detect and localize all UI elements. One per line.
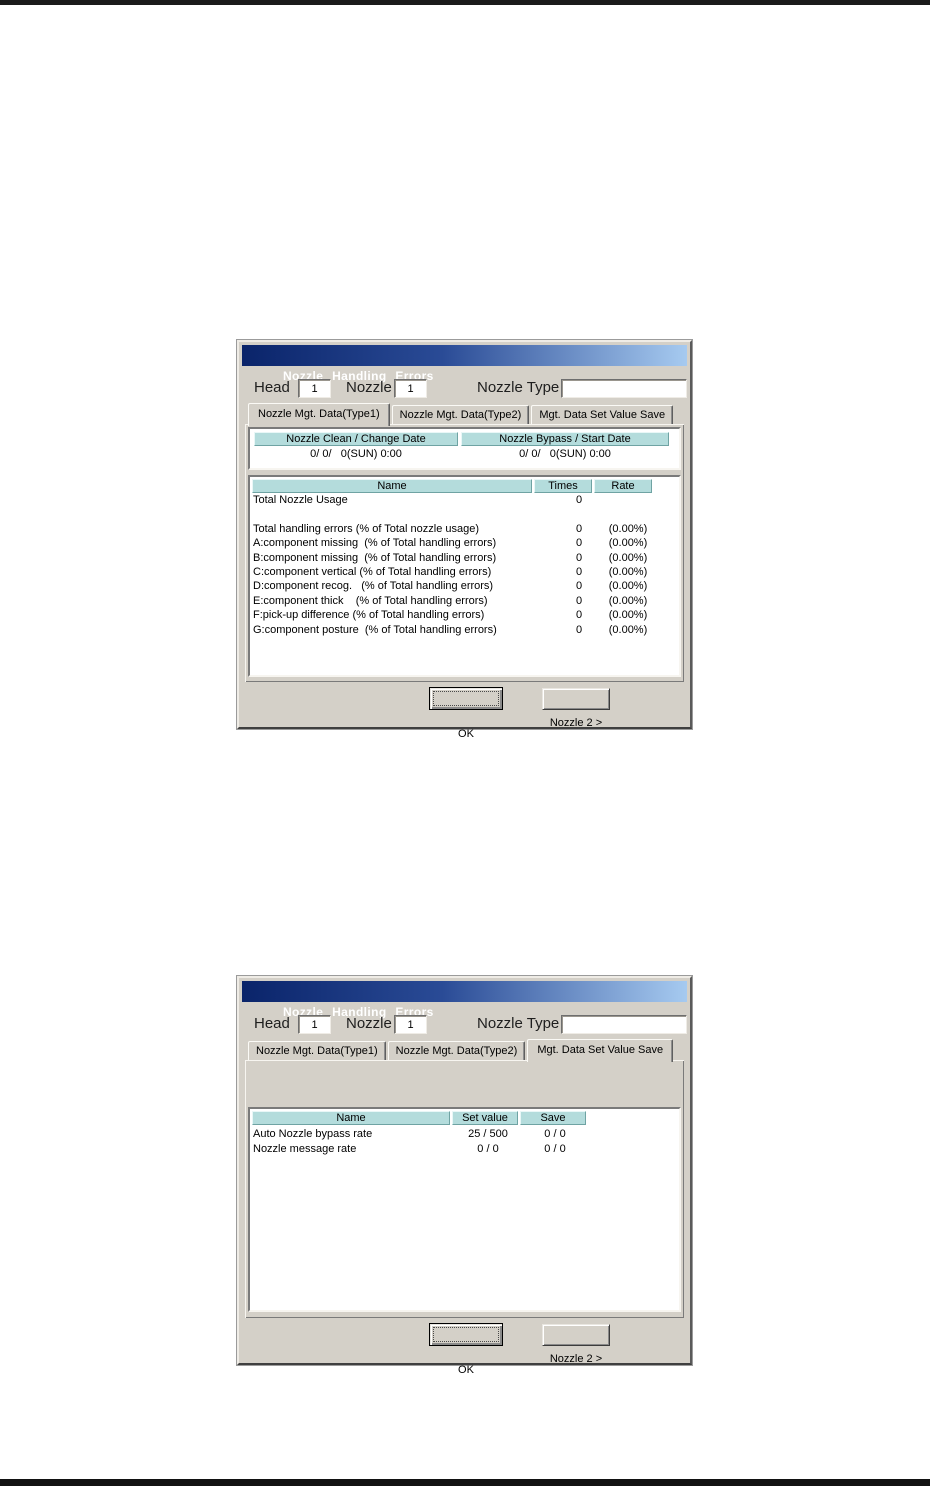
nozzle-type-input[interactable] <box>561 379 687 398</box>
clean-change-date-value: 0/ 0/ 0(SUN) 0:00 <box>310 448 402 460</box>
tab-nozzle-mgt-data-type1[interactable]: Nozzle Mgt. Data(Type1) <box>248 1041 386 1060</box>
nozzle-handling-errors-dialog-set-value-save: Nozzle Handling Errors Head Nozzle Nozzl… <box>236 975 693 1376</box>
table-row: B:component missing (% of Total handling… <box>253 551 648 564</box>
table-row: G:component posture (% of Total handling… <box>253 623 648 636</box>
nozzle-input[interactable] <box>394 1015 427 1034</box>
nozzle-label: Nozzle <box>346 1015 392 1032</box>
table-row: E:component thick (% of Total handling e… <box>253 594 648 607</box>
nozzle-label: Nozzle <box>346 379 392 396</box>
table-row <box>250 507 679 521</box>
page-top-rule <box>0 0 930 5</box>
clean-change-date-header: Nozzle Clean / Change Date <box>254 432 458 446</box>
stats-rate-header: Rate <box>594 479 652 493</box>
nozzle-type-input[interactable] <box>561 1015 687 1034</box>
tab-mgt-data-set-value-save[interactable]: Mgt. Data Set Value Save <box>527 1039 674 1062</box>
set-name-header: Name <box>252 1111 450 1125</box>
table-row: D:component recog. (% of Total handling … <box>253 580 648 593</box>
head-input[interactable] <box>298 379 331 398</box>
table-row: C:component vertical (% of Total handlin… <box>253 565 648 578</box>
table-row: A:component missing (% of Total handling… <box>253 537 648 550</box>
dialog-titlebar: Nozzle Handling Errors <box>242 981 687 1019</box>
nozzle-handling-errors-dialog-type1: Nozzle Handling Errors Head Nozzle Nozzl… <box>236 339 693 740</box>
nozzle-input[interactable] <box>394 379 427 398</box>
head-label: Head <box>254 379 290 396</box>
save-header: Save <box>520 1111 586 1125</box>
bypass-start-date-header: Nozzle Bypass / Start Date <box>461 432 669 446</box>
ok-button[interactable]: OK <box>429 1323 503 1376</box>
stats-name-header: Name <box>252 479 532 493</box>
nozzle-2-button[interactable]: Nozzle 2 > <box>542 688 610 729</box>
set-value-panel: Name Set value Save Auto Nozzle bypass r… <box>248 1107 681 1312</box>
nozzle-2-button[interactable]: Nozzle 2 > <box>542 1324 610 1365</box>
date-panel: Nozzle Clean / Change Date Nozzle Bypass… <box>248 427 681 470</box>
table-row: F:pick-up difference (% of Total handlin… <box>253 609 648 622</box>
ok-button[interactable]: OK <box>429 687 503 740</box>
tab-nozzle-mgt-data-type2[interactable]: Nozzle Mgt. Data(Type2) <box>391 405 530 424</box>
bypass-start-date-value: 0/ 0/ 0(SUN) 0:00 <box>519 448 611 460</box>
stats-panel: Name Times Rate Total Nozzle Usage 0 Tota… <box>248 475 681 677</box>
dialog-titlebar: Nozzle Handling Errors <box>242 345 687 383</box>
tab-content-area: Nozzle Clean / Change Date Nozzle Bypass… <box>245 424 684 682</box>
set-value-rows: Auto Nozzle bypass rate 25 / 500 0 / 0 Noz… <box>250 1127 679 1157</box>
focus-rect <box>433 691 499 706</box>
head-input[interactable] <box>298 1015 331 1034</box>
set-value-header: Set value <box>452 1111 518 1125</box>
tab-nozzle-mgt-data-type2[interactable]: Nozzle Mgt. Data(Type2) <box>387 1041 526 1060</box>
head-label: Head <box>254 1015 290 1032</box>
tab-mgt-data-set-value-save[interactable]: Mgt. Data Set Value Save <box>531 405 674 424</box>
tab-strip: Nozzle Mgt. Data(Type1) Nozzle Mgt. Data… <box>248 1039 674 1062</box>
tab-content-area: Name Set value Save Auto Nozzle bypass r… <box>245 1060 684 1318</box>
table-row: Auto Nozzle bypass rate 25 / 500 0 / 0 <box>253 1128 566 1140</box>
stats-rows: Total Nozzle Usage 0 Total handling error… <box>250 493 679 637</box>
table-row: Total handling errors (% of Total nozzle… <box>253 522 648 535</box>
page-bottom-rule <box>0 1479 930 1486</box>
nozzle-type-label: Nozzle Type <box>477 379 560 396</box>
tab-nozzle-mgt-data-type1[interactable]: Nozzle Mgt. Data(Type1) <box>248 403 390 426</box>
tab-strip: Nozzle Mgt. Data(Type1) Nozzle Mgt. Data… <box>248 403 674 426</box>
stats-times-header: Times <box>534 479 592 493</box>
focus-rect <box>433 1327 499 1342</box>
nozzle-type-label: Nozzle Type <box>477 1015 560 1032</box>
table-row: Total Nozzle Usage 0 <box>253 494 583 506</box>
